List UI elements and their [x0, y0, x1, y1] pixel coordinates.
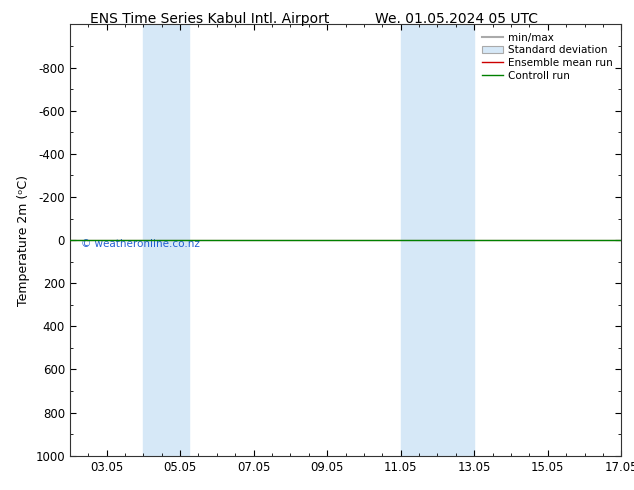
Bar: [143, 24, 180, 456]
Bar: [437, 24, 474, 456]
Bar: [180, 24, 189, 456]
Text: ENS Time Series Kabul Intl. Airport: ENS Time Series Kabul Intl. Airport: [89, 12, 329, 26]
Legend: min/max, Standard deviation, Ensemble mean run, Controll run: min/max, Standard deviation, Ensemble me…: [479, 30, 616, 84]
Bar: [401, 24, 437, 456]
Text: We. 01.05.2024 05 UTC: We. 01.05.2024 05 UTC: [375, 12, 538, 26]
Y-axis label: Temperature 2m (ᵒC): Temperature 2m (ᵒC): [16, 174, 30, 306]
Text: © weatheronline.co.nz: © weatheronline.co.nz: [81, 239, 200, 248]
